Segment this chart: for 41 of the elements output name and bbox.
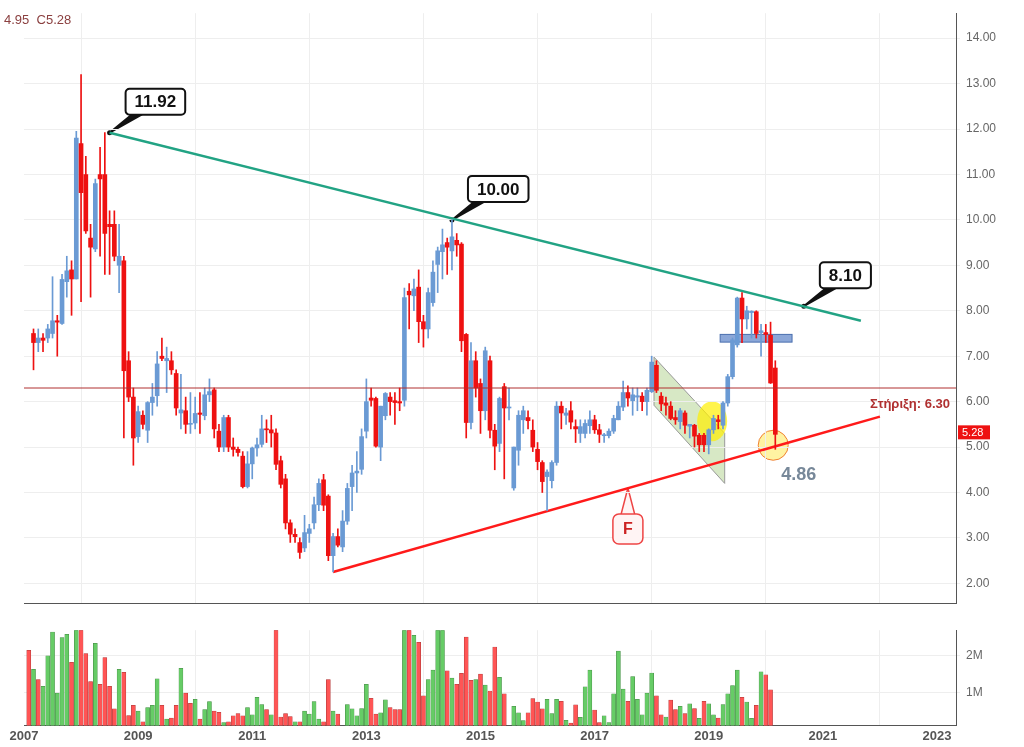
candlestick [392, 392, 398, 425]
candlestick [35, 328, 41, 352]
x-tick-label: 2013 [351, 727, 381, 743]
candlestick [559, 401, 564, 430]
annotation: 8.10 [828, 265, 862, 285]
x-tick-label: 2009 [123, 727, 153, 743]
x-tick-label: 2021 [808, 727, 838, 743]
y-tick-label: 6.00 [966, 393, 990, 408]
text: 5.28 [962, 425, 984, 438]
y-tick-label: 1M [966, 684, 983, 699]
y-tick-label: 8.00 [966, 303, 990, 318]
x-tick-label: 2011 [238, 727, 267, 743]
candlestick [444, 237, 450, 275]
y-tick-label: 3.00 [966, 530, 990, 545]
annotation: 11.92 [134, 92, 177, 112]
y-tick-label: 14.00 [966, 30, 997, 45]
candlestick [501, 383, 507, 480]
y-tick-label: 13.00 [966, 75, 997, 90]
candlestick [601, 433, 607, 443]
y-tick-label: 4.00 [966, 484, 990, 499]
x-tick-label: 2015 [466, 727, 495, 743]
annotation: 4.95 C5.28 [4, 11, 72, 27]
y-tick-label: 2.00 [966, 575, 990, 590]
x-tick-label: 2007 [9, 727, 39, 743]
y-tick-label: 2M [966, 648, 983, 663]
x-tick-label: 2017 [580, 727, 610, 743]
annotation: F [623, 520, 634, 538]
ref-line-label: Στήριξη: 6.30 [870, 395, 950, 411]
x-tick-label: 2023 [922, 727, 952, 743]
y-tick-label: 9.00 [966, 257, 990, 272]
y-tick-label: 10.00 [966, 212, 997, 227]
y-tick-label: 11.00 [966, 166, 996, 181]
annotation: 4.86 [781, 464, 817, 485]
y-tick-label: 12.00 [966, 121, 997, 136]
y-tick-label: 5.00 [966, 439, 990, 454]
x-tick-label: 2019 [694, 727, 724, 743]
y-tick-label: 7.00 [966, 348, 990, 363]
candlestick [54, 314, 60, 357]
candlestick [758, 324, 764, 357]
annotation: 10.00 [476, 179, 520, 199]
candlestick [715, 414, 721, 430]
